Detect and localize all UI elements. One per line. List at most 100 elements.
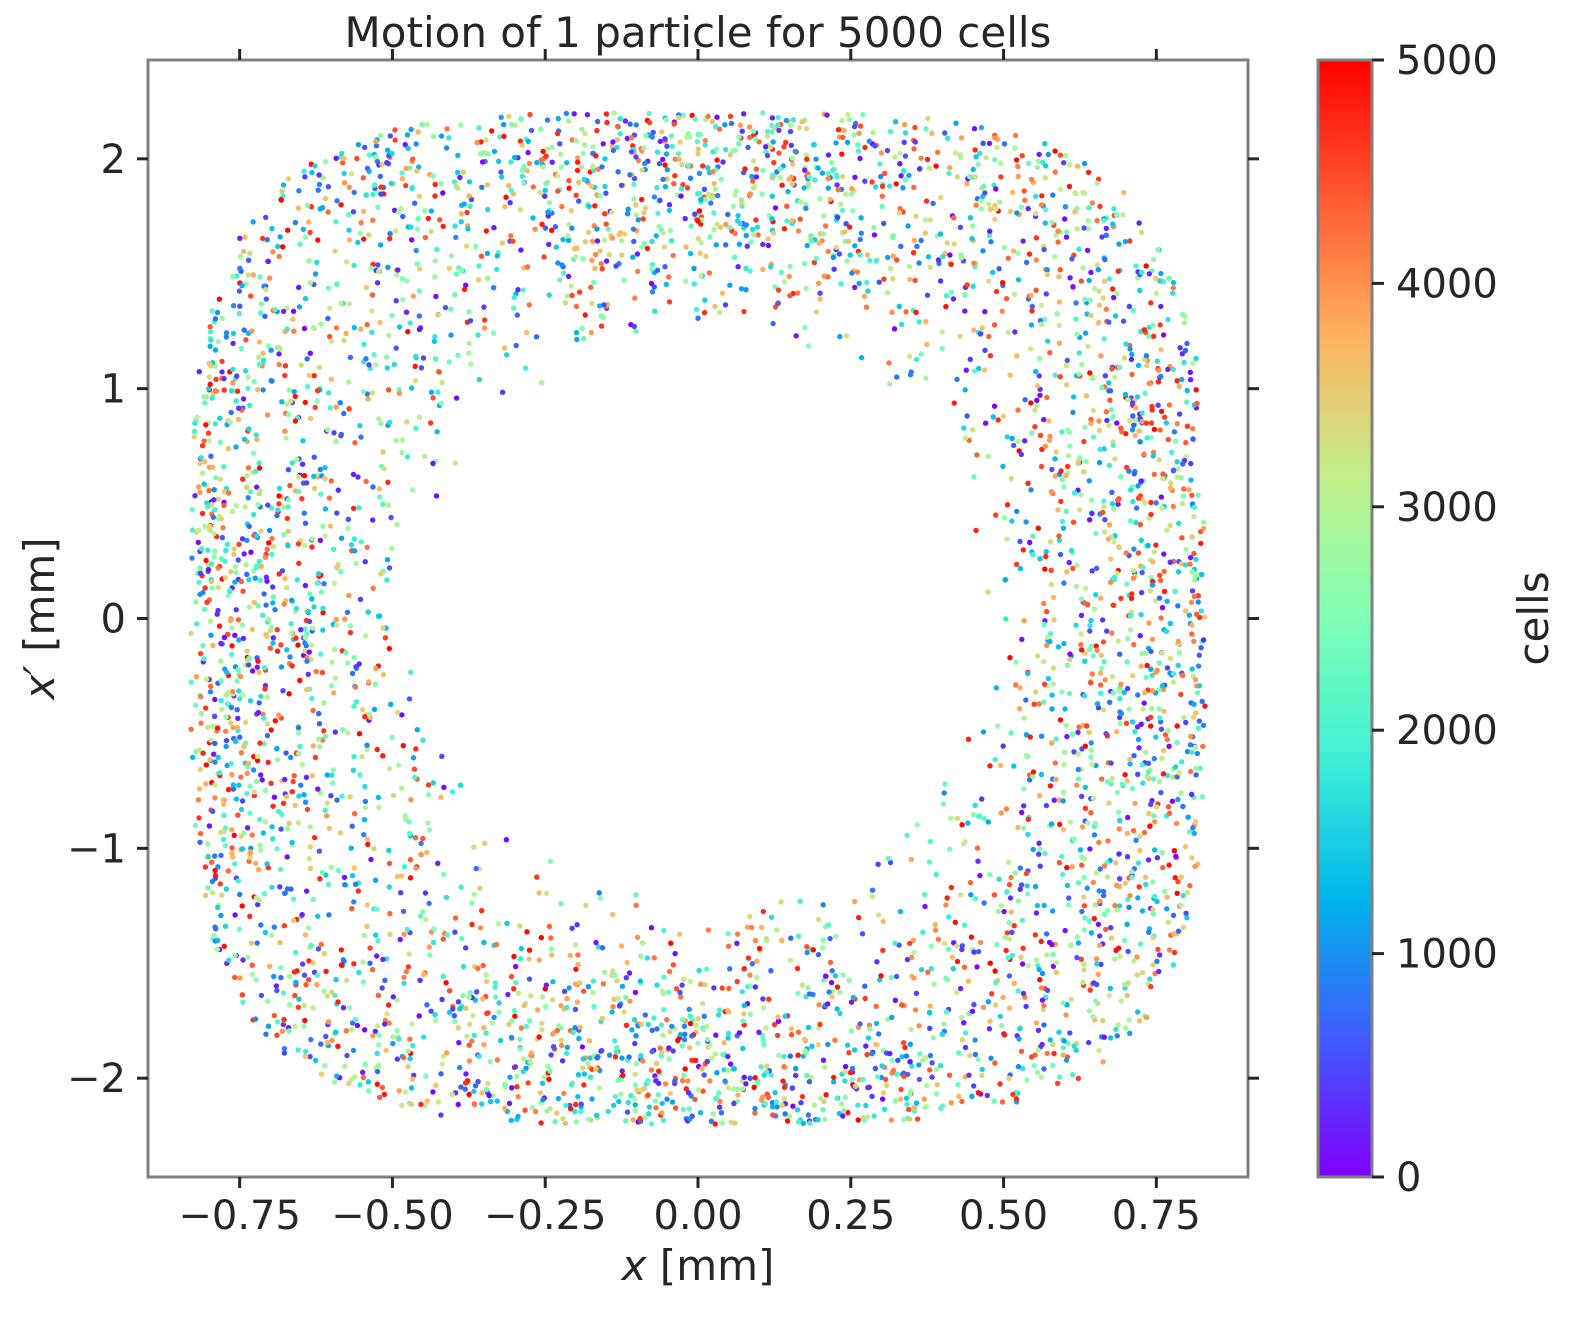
scatter-point (285, 497, 292, 503)
scatter-point (235, 617, 242, 623)
scatter-point (558, 901, 564, 907)
scatter-point (872, 1065, 879, 1072)
scatter-point (1085, 169, 1092, 175)
scatter-point (1042, 175, 1048, 181)
scatter-point (326, 825, 332, 832)
scatter-point (1101, 707, 1107, 713)
scatter-point (719, 1120, 725, 1126)
scatter-point (684, 134, 690, 140)
scatter-point (929, 1074, 935, 1080)
scatter-point (938, 194, 944, 201)
scatter-point (243, 561, 249, 568)
scatter-point (1075, 751, 1082, 757)
scatter-point (640, 1058, 646, 1064)
scatter-point (1061, 580, 1067, 586)
scatter-point (1094, 262, 1101, 268)
scatter-point (214, 309, 221, 316)
scatter-point (484, 182, 490, 188)
scatter-point (229, 827, 235, 833)
scatter-point (1023, 870, 1030, 877)
scatter-point (440, 936, 446, 942)
scatter-point (407, 1036, 413, 1042)
scatter-point (573, 192, 579, 198)
scatter-point (1103, 409, 1110, 415)
scatter-point (577, 980, 583, 986)
scatter-point (907, 1116, 913, 1122)
scatter-point (696, 191, 703, 197)
scatter-point (1041, 416, 1047, 423)
scatter-point (237, 303, 243, 309)
scatter-point (654, 185, 660, 191)
scatter-point (910, 250, 917, 256)
scatter-point (238, 750, 245, 756)
scatter-point (1148, 984, 1154, 990)
scatter-point (1034, 1069, 1041, 1076)
scatter-point (1110, 221, 1116, 227)
scatter-point (498, 174, 505, 180)
scatter-point (888, 1117, 895, 1123)
scatter-point (334, 564, 340, 571)
scatter-point (1006, 1075, 1012, 1082)
scatter-point (678, 193, 684, 199)
scatter-point (1073, 316, 1079, 322)
scatter-point (1021, 438, 1028, 444)
scatter-point (208, 632, 214, 638)
scatter-point (601, 237, 608, 243)
scatter-point (1075, 776, 1082, 782)
scatter-point (1114, 570, 1120, 576)
scatter-point (1061, 640, 1067, 647)
scatter-point (1037, 556, 1043, 562)
scatter-point (679, 1016, 685, 1023)
scatter-point (214, 946, 220, 952)
scatter-point (978, 206, 984, 212)
scatter-point (211, 530, 217, 537)
scatter-point (471, 1088, 477, 1095)
scatter-point (271, 1012, 277, 1019)
scatter-point (932, 921, 938, 928)
scatter-point (494, 1098, 500, 1104)
scatter-point (253, 468, 259, 474)
scatter-point (760, 266, 766, 272)
scatter-point (1179, 376, 1185, 383)
scatter-point (1006, 973, 1013, 979)
scatter-point (1035, 1027, 1042, 1034)
scatter-point (420, 835, 426, 842)
scatter-point (592, 251, 599, 258)
scatter-point (815, 280, 822, 286)
scatter-point (365, 841, 371, 847)
scatter-point (365, 396, 371, 402)
scatter-point (420, 355, 427, 361)
scatter-point (1053, 960, 1059, 966)
scatter-point (357, 423, 363, 429)
scatter-point (278, 642, 284, 648)
scatter-point (759, 191, 765, 197)
scatter-point (288, 886, 294, 892)
scatter-point (734, 978, 740, 985)
scatter-point (386, 766, 393, 772)
scatter-point (1103, 926, 1109, 932)
scatter-point (393, 437, 399, 444)
scatter-point (546, 241, 552, 248)
scatter-point (311, 473, 317, 479)
scatter-point (422, 890, 429, 896)
scatter-point (735, 212, 741, 219)
scatter-point (831, 1074, 837, 1081)
scatter-point (1037, 977, 1043, 983)
scatter-point (286, 1028, 292, 1034)
scatter-point (1184, 423, 1191, 429)
scatter-point (911, 949, 917, 956)
scatter-point (692, 116, 698, 122)
scatter-point (1069, 256, 1075, 262)
scatter-point (769, 1104, 776, 1110)
scatter-point (741, 966, 747, 972)
scatter-point (254, 757, 261, 764)
scatter-point (523, 1023, 529, 1030)
scatter-point (1050, 594, 1057, 601)
scatter-point (341, 958, 347, 964)
scatter-point (594, 1055, 600, 1061)
scatter-point (754, 974, 760, 981)
scatter-point (479, 907, 485, 914)
scatter-point (494, 253, 500, 259)
scatter-point (1073, 190, 1079, 197)
scatter-point (309, 536, 315, 542)
